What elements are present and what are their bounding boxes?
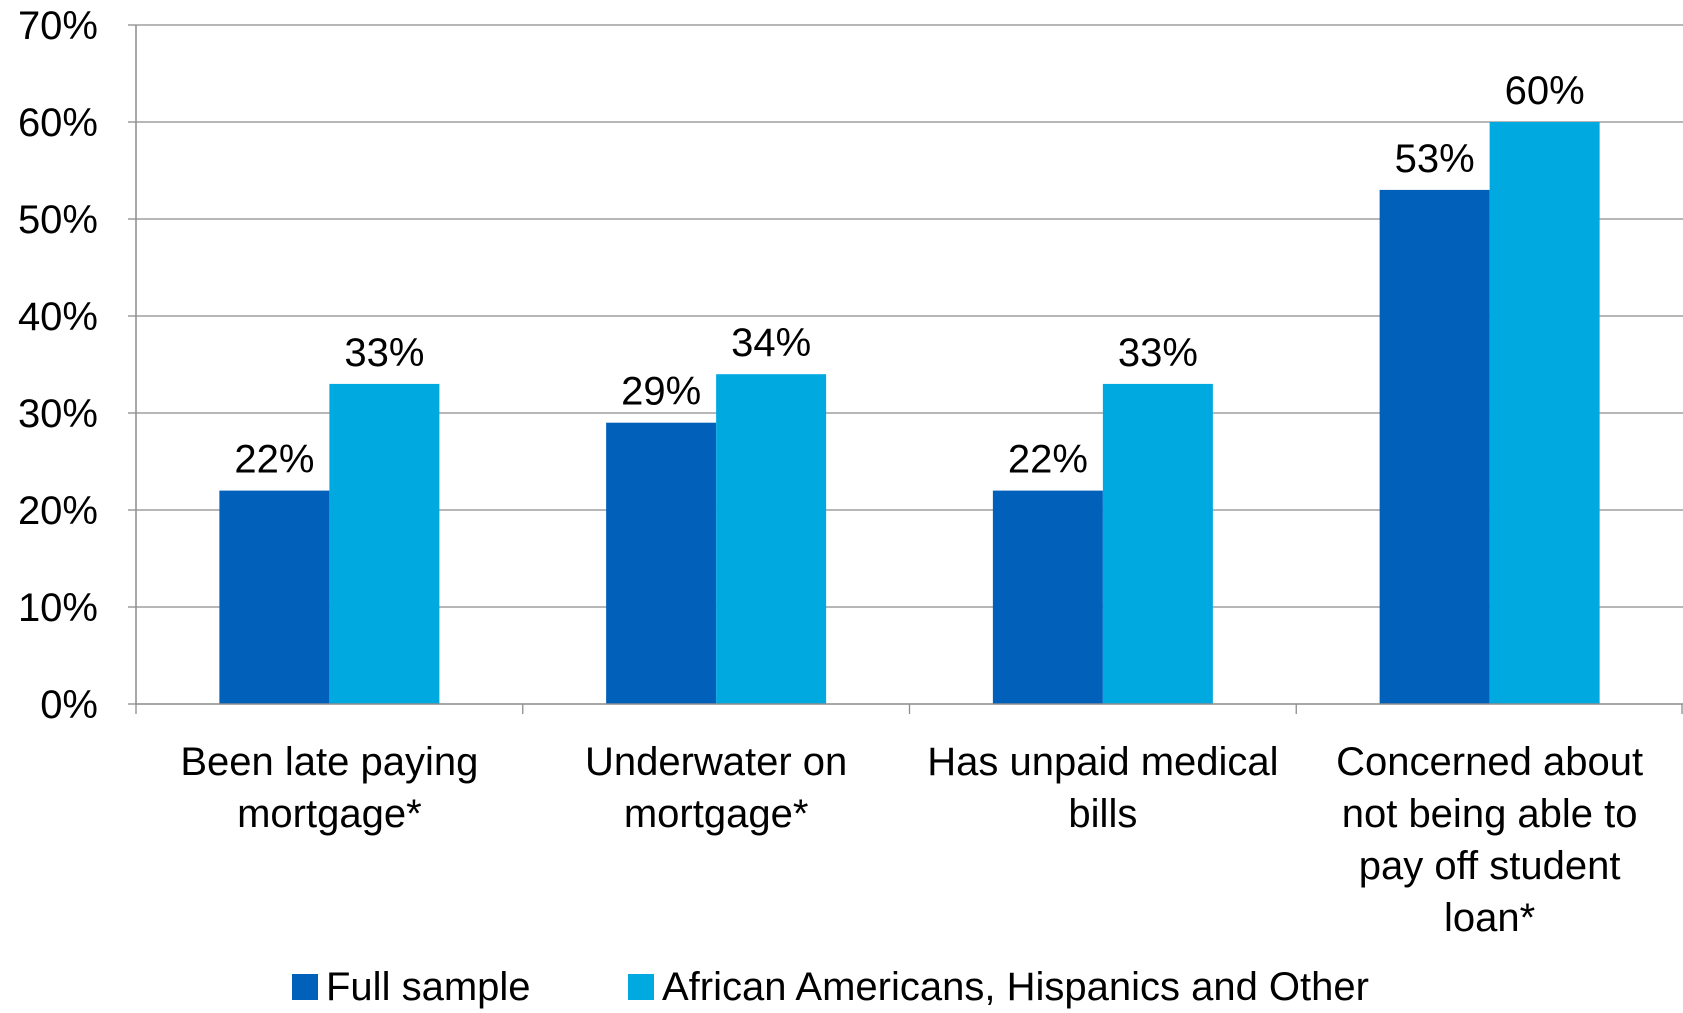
x-axis-category-label-line: Been late paying	[180, 740, 478, 784]
x-axis-category-label-line: mortgage*	[237, 792, 422, 836]
x-axis-category-label-line: Underwater on	[585, 740, 847, 784]
legend-swatch-full-sample	[292, 974, 318, 1000]
data-label: 34%	[731, 321, 811, 365]
bar-minorities	[329, 383, 440, 704]
bar-minorities	[716, 374, 827, 704]
bar-full-sample	[606, 422, 717, 704]
data-label: 22%	[1008, 438, 1088, 482]
y-axis-tick-label: 30%	[18, 392, 98, 436]
data-labels: 22% 33% 29% 34% 22% 33% 53% 60%	[234, 69, 1584, 482]
y-axis-tick-label: 60%	[18, 101, 98, 145]
y-axis-tick-label: 70%	[18, 4, 98, 48]
y-axis-tick-labels: 0% 10% 20% 30% 40% 50% 60% 70%	[18, 4, 98, 727]
bar-full-sample	[1379, 189, 1490, 704]
legend-item-minorities: African Americans, Hispanics and Other	[628, 965, 1369, 1009]
legend-label-full-sample: Full sample	[326, 965, 531, 1009]
x-axis-category-labels: Been late paying mortgage* Underwater on mo…	[180, 740, 1643, 940]
data-label: 33%	[344, 331, 424, 375]
x-axis-category-label-line: Concerned about	[1336, 740, 1643, 784]
data-label: 53%	[1395, 137, 1475, 181]
x-axis-category-label-line: loan*	[1444, 896, 1535, 940]
bar-minorities	[1102, 383, 1213, 704]
bar-full-sample	[219, 490, 330, 704]
y-axis-tick-label: 40%	[18, 295, 98, 339]
data-label: 22%	[234, 438, 314, 482]
bar-minorities	[1489, 122, 1600, 704]
x-axis-category-label-line: Has unpaid medical	[927, 740, 1278, 784]
axes	[128, 24, 1683, 714]
legend-item-full-sample: Full sample	[292, 965, 531, 1009]
legend-label-minorities: African Americans, Hispanics and Other	[662, 965, 1369, 1009]
y-axis-tick-label: 10%	[18, 586, 98, 630]
x-axis-category-label: Concerned about not being able to pay off …	[1336, 740, 1643, 940]
y-axis-tick-label: 20%	[18, 489, 98, 533]
x-axis-category-label-line: mortgage*	[624, 792, 809, 836]
x-axis-category-label-line: bills	[1068, 792, 1137, 836]
data-label: 29%	[621, 370, 701, 414]
x-axis-category-label: Underwater on mortgage*	[585, 740, 847, 836]
y-axis-tick-label: 0%	[40, 683, 98, 727]
x-axis-category-label-line: not being able to	[1342, 792, 1638, 836]
legend-swatch-minorities	[628, 974, 654, 1000]
data-label: 60%	[1505, 69, 1585, 113]
x-axis-category-label: Been late paying mortgage*	[180, 740, 478, 836]
bar-full-sample	[992, 490, 1103, 704]
x-axis-category-label: Has unpaid medical bills	[927, 740, 1278, 836]
data-label: 33%	[1118, 331, 1198, 375]
y-axis-tick-label: 50%	[18, 198, 98, 242]
x-axis-category-label-line: pay off student	[1359, 844, 1621, 888]
bars	[219, 122, 1600, 704]
